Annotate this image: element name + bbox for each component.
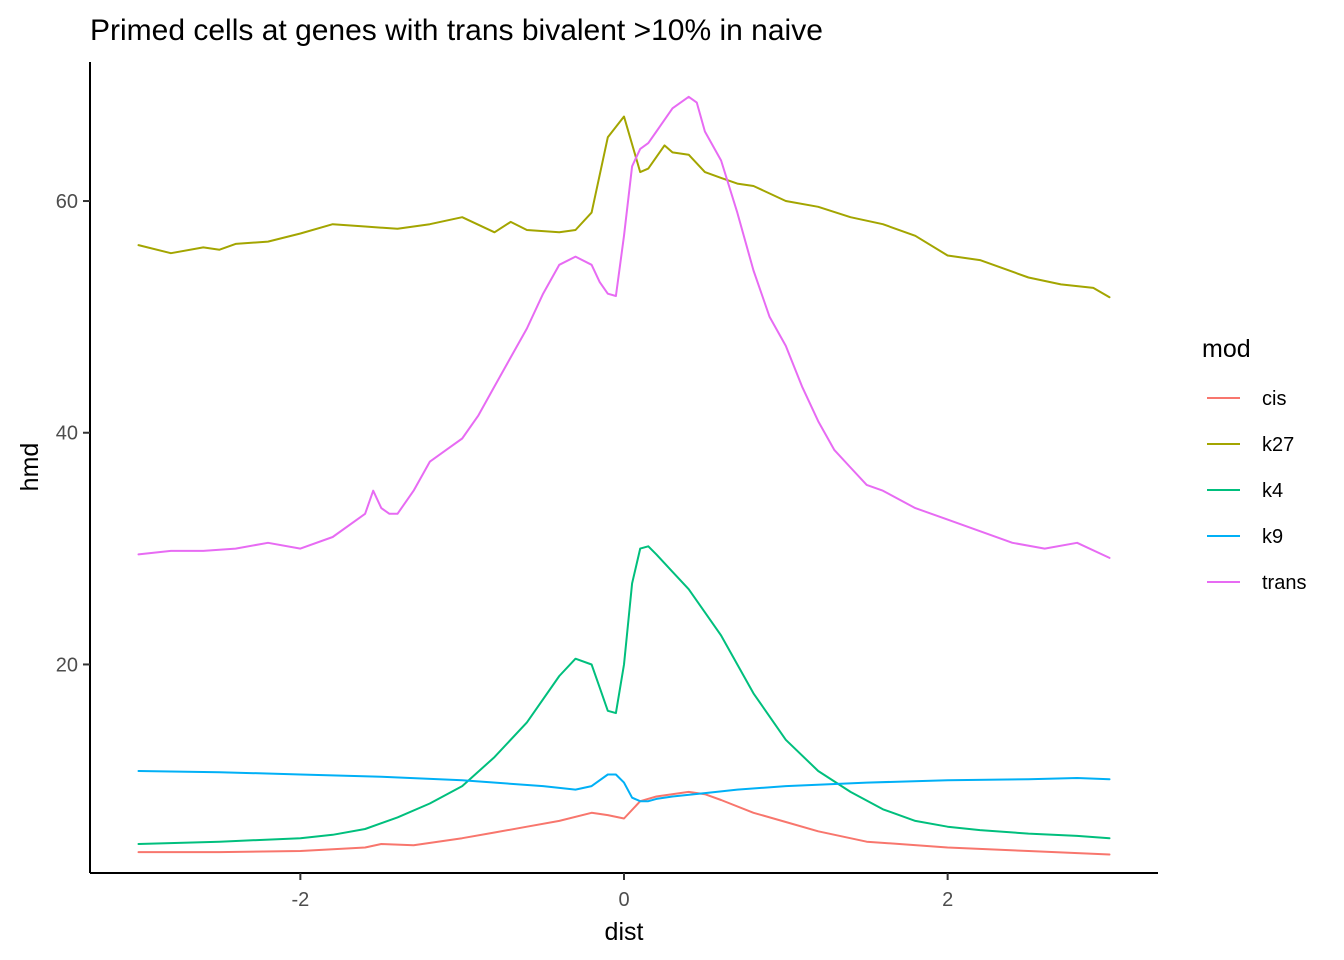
legend-label-cis: cis [1262, 388, 1286, 410]
y-tick-label: 20 [56, 654, 78, 676]
x-tick-label: 2 [942, 889, 953, 911]
y-tick-label: 60 [56, 191, 78, 213]
legend-title: mod [1202, 335, 1251, 363]
y-axis-title: hmd [16, 443, 44, 492]
y-tick-label: 40 [56, 423, 78, 445]
legend: mod cis k27 k4 k9 trans [1202, 335, 1306, 594]
x-tick-label: -2 [291, 889, 309, 911]
series-layer [137, 95, 1111, 856]
legend-label-trans: trans [1262, 572, 1306, 594]
chart-title: Primed cells at genes with trans bivalen… [90, 14, 823, 47]
x-axis-ticks: -2 0 2 [291, 873, 953, 911]
legend-item-trans: trans [1207, 572, 1306, 594]
series-line-cis [137, 790, 1111, 856]
series-line-k9 [137, 770, 1111, 803]
legend-item-k27: k27 [1207, 434, 1294, 456]
series-line-k4 [137, 545, 1111, 845]
plot-area: -2 0 2 20 40 60 [56, 62, 1158, 911]
legend-item-k9: k9 [1207, 526, 1283, 548]
legend-items: cis k27 k4 k9 trans [1207, 388, 1306, 594]
series-line-k27 [137, 115, 1111, 299]
x-axis-title: dist [605, 918, 644, 946]
x-tick-label: 0 [618, 889, 629, 911]
legend-label-k4: k4 [1262, 480, 1283, 502]
legend-label-k9: k9 [1262, 526, 1283, 548]
legend-label-k27: k27 [1262, 434, 1294, 456]
y-axis-ticks: 20 40 60 [56, 191, 90, 676]
series-line-trans [137, 95, 1111, 559]
legend-item-cis: cis [1207, 388, 1286, 410]
legend-item-k4: k4 [1207, 480, 1283, 502]
